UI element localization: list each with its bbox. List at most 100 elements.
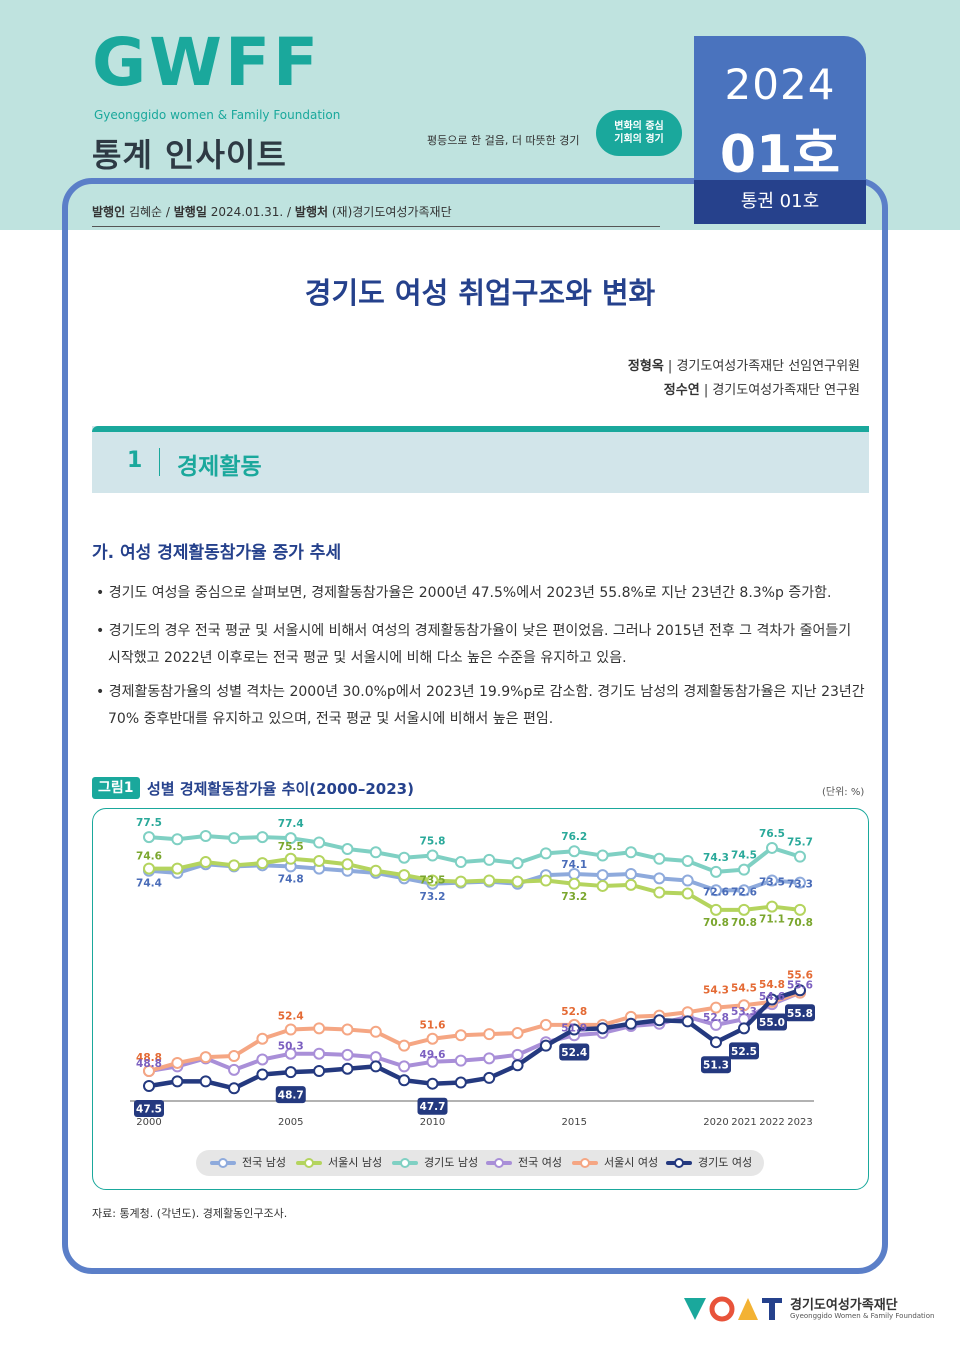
data-label: 77.5 — [136, 817, 162, 829]
slogan-badge-line-1: 변화의 중심 — [614, 121, 664, 132]
data-point — [369, 1025, 382, 1038]
x-tick-label: 2023 — [787, 1117, 812, 1128]
data-point — [539, 1039, 552, 1052]
data-point — [199, 1051, 212, 1064]
data-point — [710, 1018, 722, 1031]
data-label: 74.8 — [278, 873, 304, 885]
data-label: 54.3 — [703, 985, 729, 997]
data-point — [483, 1028, 496, 1041]
data-label: 72.6 — [703, 886, 729, 898]
data-point — [256, 1032, 269, 1045]
section-divider — [159, 448, 160, 476]
data-point — [398, 869, 411, 882]
x-tick-label: 2021 — [731, 1117, 756, 1128]
data-point — [539, 1018, 552, 1031]
data-label: 47.5 — [136, 1104, 162, 1116]
data-point — [454, 1054, 467, 1067]
footer-org-sub: Gyeonggido Women & Family Foundation — [790, 1312, 935, 1320]
data-point — [681, 854, 694, 867]
series-line — [148, 988, 801, 1091]
data-label: 75.8 — [420, 836, 446, 848]
author-name: 정수연 — [663, 383, 700, 398]
data-point — [341, 1023, 354, 1036]
data-label: 50.3 — [278, 1041, 304, 1053]
legend-item: 전국 남성 — [210, 1150, 286, 1176]
figure-label: 그림1 — [92, 777, 140, 799]
data-label: 52.4 — [561, 1047, 587, 1059]
data-label: 74.1 — [561, 859, 587, 871]
author-1: 정형옥 | 경기도여성가족재단 선임연구위원 — [627, 359, 860, 374]
legend-label: 경기도 남성 — [424, 1156, 479, 1169]
data-point — [483, 1052, 496, 1065]
data-point — [228, 832, 241, 845]
chart-legend: 전국 남성 서울시 남성 경기도 남성 전국 여성 서울시 여성 경기도 여성 — [196, 1150, 764, 1176]
publisher: 김혜순 — [128, 205, 163, 219]
data-label: 70.8 — [731, 917, 757, 929]
data-point — [568, 1023, 581, 1036]
data-point — [143, 831, 155, 844]
x-tick-label: 2015 — [562, 1117, 587, 1128]
data-point — [426, 1032, 439, 1045]
data-label: 55.6 — [787, 970, 813, 982]
data-label: 75.5 — [278, 841, 304, 853]
data-point — [398, 1074, 411, 1087]
issue-box: 2024 01호 통권 01호 — [694, 36, 866, 224]
section-header-bar — [92, 426, 869, 432]
data-label: 74.6 — [136, 851, 162, 863]
legend-label: 서울시 남성 — [328, 1156, 383, 1169]
data-point — [256, 1068, 269, 1081]
data-label: 51.3 — [703, 1060, 729, 1072]
data-point — [539, 847, 552, 860]
data-label: 52.5 — [731, 1046, 757, 1058]
data-point — [710, 884, 722, 897]
data-point — [171, 862, 184, 875]
data-point — [369, 846, 382, 859]
data-point — [256, 1053, 269, 1066]
section-number: 1 — [127, 448, 143, 473]
data-point — [398, 851, 411, 864]
data-point — [738, 1022, 750, 1035]
data-point — [454, 875, 467, 888]
data-point — [483, 853, 496, 866]
publisher-org: (재)경기도여성가족재단 — [331, 205, 452, 219]
data-point — [794, 984, 806, 997]
data-point — [568, 877, 581, 890]
data-point — [681, 1015, 694, 1028]
data-label: 75.7 — [787, 837, 813, 849]
data-point — [143, 862, 155, 875]
data-point — [794, 850, 806, 863]
data-point — [511, 1026, 524, 1039]
data-point — [596, 869, 609, 882]
x-tick-label: 2000 — [136, 1117, 161, 1128]
legend-swatch — [392, 1158, 418, 1168]
data-point — [766, 841, 778, 854]
data-point — [228, 859, 241, 872]
series-name: 통계 인사이트 — [92, 136, 287, 174]
data-label: 70.8 — [787, 917, 813, 929]
data-label: 73.2 — [420, 891, 446, 903]
bullet-2: • 경기도의 경우 전국 평균 및 서울시에 비해서 여성의 경제활동참가율이 … — [96, 623, 852, 666]
logo-subtitle: Gyeonggido women & Family Foundation — [94, 108, 341, 122]
data-point — [398, 1039, 411, 1052]
data-point — [511, 875, 524, 888]
publish-date: 2024.01.31. — [210, 205, 284, 219]
data-label: 76.5 — [759, 828, 785, 840]
legend-swatch — [296, 1158, 322, 1168]
data-point — [171, 833, 184, 846]
data-point — [426, 849, 439, 862]
data-point — [624, 1017, 637, 1030]
data-label: 55.0 — [759, 1017, 785, 1029]
data-point — [171, 1075, 184, 1088]
x-tick-label: 2022 — [759, 1117, 784, 1128]
data-label: 55.8 — [787, 1008, 813, 1020]
data-point — [454, 856, 467, 869]
data-point — [710, 1001, 722, 1014]
source-note: 자료: 통계청. (각년도). 경제활동인구조사. — [92, 1207, 288, 1220]
data-label: 73.2 — [561, 891, 587, 903]
data-label: 52.4 — [278, 1011, 304, 1023]
data-point — [596, 879, 609, 892]
org-label: 발행처 — [294, 205, 329, 219]
data-point — [624, 846, 637, 859]
data-point — [738, 999, 750, 1012]
x-tick-label: 2010 — [420, 1117, 445, 1128]
